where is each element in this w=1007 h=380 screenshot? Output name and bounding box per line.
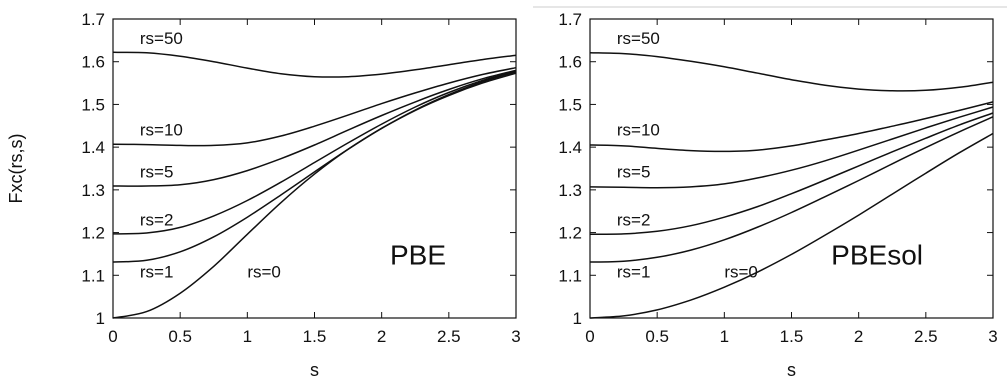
pbe-curve-label-rs-2: rs=2 bbox=[140, 210, 174, 229]
pbe-x-axis-label: s bbox=[310, 360, 319, 380]
pbe-curve-rs-5 bbox=[112, 69, 517, 187]
pbe-xtick-label: 2 bbox=[377, 327, 386, 346]
pbesol-curve-label-rs-0: rs=0 bbox=[724, 262, 758, 281]
pbesol-curve-label-rs-50: rs=50 bbox=[617, 29, 660, 48]
pbesol-curve-label-rs-1: rs=1 bbox=[617, 262, 651, 281]
pbesol-ytick-label: 1.1 bbox=[558, 266, 582, 285]
pbe-curve-rs-0 bbox=[112, 72, 517, 319]
pbe-xtick-label: 3 bbox=[511, 327, 520, 346]
pbe-curve-rs-2 bbox=[112, 70, 517, 235]
pbe-xtick-label: 2.5 bbox=[437, 327, 461, 346]
pbesol-xtick-label: 1.5 bbox=[780, 327, 804, 346]
pbe-ytick-label: 1.2 bbox=[81, 224, 105, 243]
pbesol-curve-label-rs-2: rs=2 bbox=[617, 210, 651, 229]
pbe-curve-label-rs-5: rs=5 bbox=[140, 162, 174, 181]
pbesol-ytick-label: 1.3 bbox=[558, 181, 582, 200]
pbesol-xtick-label: 2 bbox=[854, 327, 863, 346]
pbe-ytick-label: 1 bbox=[96, 309, 105, 328]
pbe-ytick-label: 1.7 bbox=[81, 10, 105, 29]
pbesol-ytick-label: 1.7 bbox=[558, 10, 582, 29]
pbe-panel-title: PBE bbox=[390, 240, 446, 271]
pbe-xtick-label: 0.5 bbox=[168, 327, 192, 346]
pbe-curve-rs-50 bbox=[112, 51, 517, 78]
pbesol-ytick-label: 1.6 bbox=[558, 53, 582, 72]
pbesol-xtick-label: 0.5 bbox=[645, 327, 669, 346]
pbe-ytick-label: 1.3 bbox=[81, 181, 105, 200]
pbe-ytick-label: 1.5 bbox=[81, 95, 105, 114]
pbe-curve-label-rs-10: rs=10 bbox=[140, 121, 183, 140]
pbe-curve-label-rs-50: rs=50 bbox=[140, 29, 183, 48]
pbe-curve-label-rs-1: rs=1 bbox=[140, 262, 174, 281]
pbe-xtick-label: 1 bbox=[243, 327, 252, 346]
pbesol-curve-rs-5 bbox=[589, 106, 994, 189]
pbesol-curve-rs-10 bbox=[589, 101, 994, 153]
pbesol-curve-label-rs-10: rs=10 bbox=[617, 121, 660, 140]
pbe-curve-rs-10 bbox=[112, 66, 517, 147]
pbesol-xtick-label: 1 bbox=[720, 327, 729, 346]
pbesol-x-axis-label: s bbox=[787, 360, 796, 380]
pbesol-xtick-label: 2.5 bbox=[914, 327, 938, 346]
pbesol-ytick-label: 1.4 bbox=[558, 138, 582, 157]
pbesol-ytick-label: 1 bbox=[573, 309, 582, 328]
pbe-xtick-label: 0 bbox=[108, 327, 117, 346]
pbesol-xtick-label: 3 bbox=[988, 327, 997, 346]
pbesol-curve-label-rs-5: rs=5 bbox=[617, 162, 651, 181]
pbesol-ytick-label: 1.2 bbox=[558, 224, 582, 243]
pbe-ytick-label: 1.6 bbox=[81, 53, 105, 72]
pbesol-curve-rs-0 bbox=[589, 132, 994, 319]
pbesol-panel-title: PBEsol bbox=[831, 240, 923, 271]
pbesol-curve-rs-1 bbox=[589, 116, 994, 263]
pbe-y-axis-label: Fxc(rs,s) bbox=[6, 134, 26, 204]
pbe-curve-rs-1 bbox=[112, 71, 517, 263]
pbesol-xtick-label: 0 bbox=[585, 327, 594, 346]
panel-pbesol: 0 0.5 1 1.5 2 2.5 3 1 1.1 1.2 1.3 1.4 1.5 1.6 1.7 s rs=5… bbox=[558, 10, 997, 380]
panel-pbe: 0 0.5 1 1.5 2 2.5 3 1 1.1 1.2 1.3 1.4 1.5 1.6 1.7 s Fxc(… bbox=[6, 10, 521, 380]
pbesol-curve-rs-2 bbox=[589, 112, 994, 236]
pbesol-curve-rs-50 bbox=[589, 51, 994, 92]
pbe-xtick-label: 1.5 bbox=[303, 327, 327, 346]
pbe-curve-label-rs-0: rs=0 bbox=[247, 262, 281, 281]
pbe-ytick-label: 1.1 bbox=[81, 266, 105, 285]
pbe-ytick-label: 1.4 bbox=[81, 138, 105, 157]
pbesol-ytick-label: 1.5 bbox=[558, 95, 582, 114]
